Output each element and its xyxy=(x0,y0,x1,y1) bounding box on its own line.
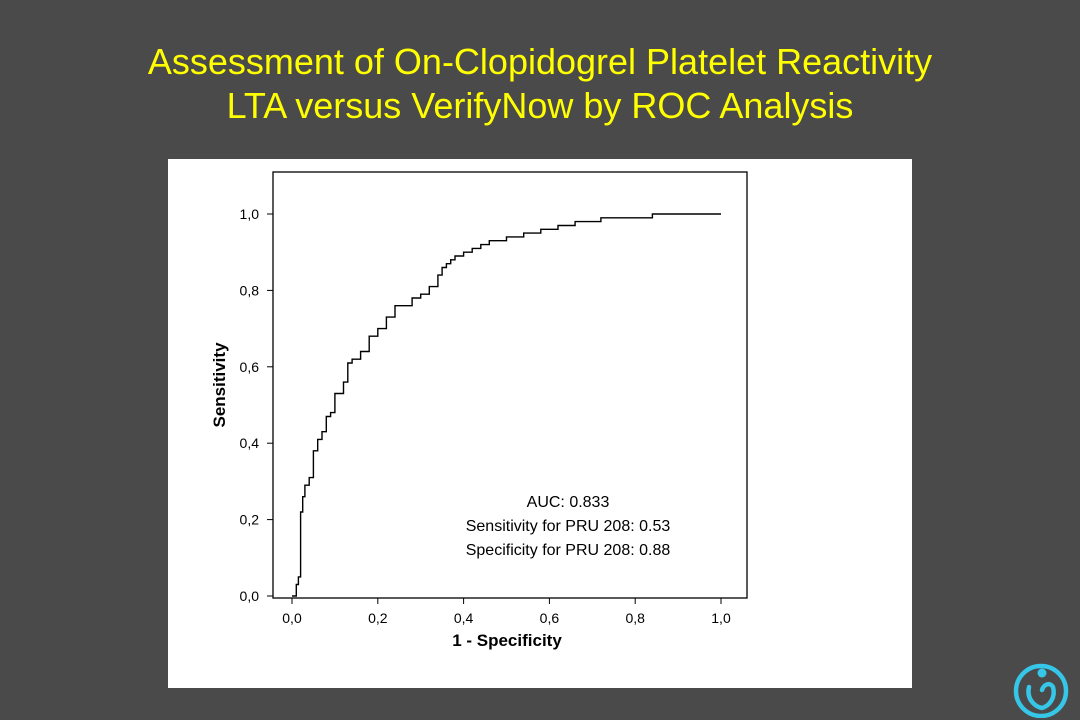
slide-title: Assessment of On-Clopidogrel Platelet Re… xyxy=(0,40,1080,128)
auc-text: AUC: 0.833 xyxy=(526,494,610,511)
roc-chart-panel: 0,0 0,2 0,4 0,6 0,8 1,0 0,0 0,2 0,4 0,6 0,8 1,0 Sen… xyxy=(168,159,912,688)
y-tick-label: 0,2 xyxy=(240,512,260,528)
y-axis-label: Sensitivity xyxy=(210,342,229,428)
slide-title-line1: Assessment of On-Clopidogrel Platelet Re… xyxy=(147,41,933,82)
y-tick-label: 0,4 xyxy=(240,435,260,451)
slide-title-line2: LTA versus VerifyNow by ROC Analysis xyxy=(226,85,854,126)
specificity-text: Specificity for PRU 208: 0.88 xyxy=(465,542,671,559)
y-tick-label: 1,0 xyxy=(240,206,260,222)
y-tick-label: 0,0 xyxy=(240,588,260,604)
x-tick-label: 0,8 xyxy=(625,610,645,626)
y-tick-label: 0,8 xyxy=(240,282,260,298)
x-tick-label: 0,0 xyxy=(282,610,302,626)
x-tick-label: 1,0 xyxy=(711,610,731,626)
heart-person-icon xyxy=(1013,663,1069,718)
y-tick-label: 0,6 xyxy=(240,359,260,375)
roc-chart: 0,0 0,2 0,4 0,6 0,8 1,0 0,0 0,2 0,4 0,6 0,8 1,0 Sen… xyxy=(210,171,748,650)
sensitivity-text: Sensitivity for PRU 208: 0.53 xyxy=(465,518,671,535)
roc-annotation: AUC: 0.833 Sensitivity for PRU 208: 0.53… xyxy=(408,491,728,563)
x-axis-label: 1 - Specificity xyxy=(452,631,562,650)
plot-frame xyxy=(272,171,748,599)
x-tick-label: 0,6 xyxy=(540,610,560,626)
roc-curve xyxy=(292,213,721,597)
x-tick-label: 0,4 xyxy=(454,610,474,626)
axis-ticks: 0,0 0,2 0,4 0,6 0,8 1,0 0,0 0,2 0,4 0,6 0,8 1,0 xyxy=(240,206,731,626)
x-tick-label: 0,2 xyxy=(368,610,388,626)
